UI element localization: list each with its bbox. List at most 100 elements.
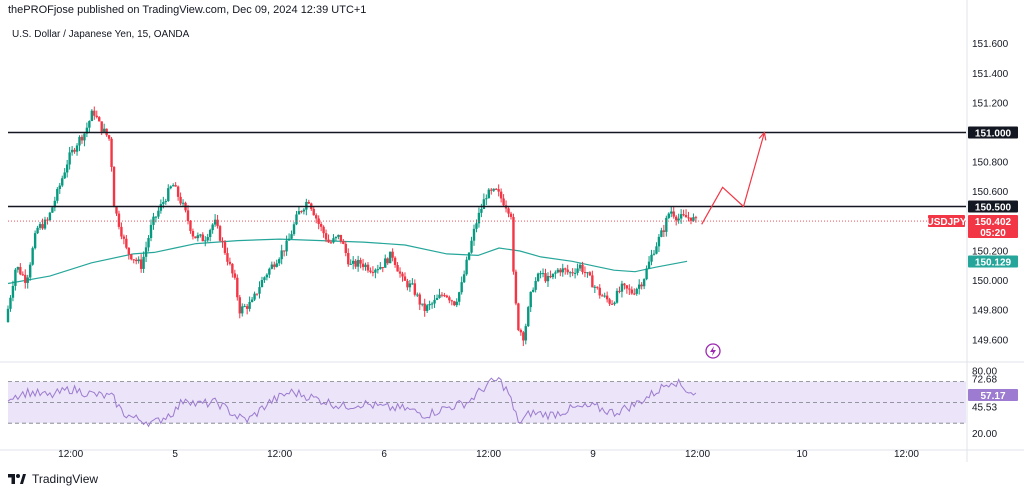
candle-body: [684, 215, 688, 218]
candle-body: [638, 284, 641, 289]
candle-body: [263, 277, 266, 281]
candle-body: [650, 254, 653, 262]
candle-body: [682, 214, 685, 216]
candle-body: [307, 201, 311, 204]
candle-body: [344, 243, 347, 254]
candle-body: [186, 210, 190, 222]
candle-body: [418, 294, 421, 305]
candle-body: [169, 186, 172, 189]
rsi-tick-label: 20.00: [972, 429, 997, 440]
candle-body: [583, 271, 587, 273]
candle-body: [430, 303, 434, 305]
candle-body: [517, 303, 520, 331]
candle-body: [401, 273, 404, 277]
candle-body: [623, 283, 626, 286]
candle-body: [130, 254, 133, 260]
candle-body: [48, 212, 52, 221]
candle-body: [635, 288, 638, 294]
candle-body: [265, 274, 269, 278]
candle-body: [384, 258, 387, 268]
candle-body: [455, 301, 458, 306]
price-axis[interactable]: 151.600 151.400 151.200 150.800 150.600 150.2…: [972, 39, 1009, 440]
candle-body: [433, 299, 436, 304]
projection-path[interactable]: [701, 131, 767, 225]
candle-body: [196, 235, 200, 239]
candle-body: [268, 268, 271, 275]
rsi-badge: [968, 388, 1018, 401]
candle-body: [660, 230, 663, 237]
time-tick-label: 12:00: [267, 449, 292, 460]
rsi-tick-label: 45.53: [972, 403, 997, 414]
candle-body: [551, 273, 555, 278]
candle-body: [596, 286, 599, 288]
candle-body: [534, 280, 537, 290]
candle-body: [216, 219, 219, 227]
price-tick-label: 151.600: [972, 39, 1009, 50]
candle-body: [349, 263, 352, 265]
candle-body: [226, 253, 229, 262]
candle-body: [21, 274, 24, 276]
candle-body: [329, 242, 333, 244]
candle-body: [174, 185, 177, 187]
candle-body: [524, 326, 527, 341]
candle-body: [369, 270, 372, 272]
price-tick-label: 151.400: [972, 69, 1009, 80]
candle-body: [364, 264, 367, 268]
candle-body: [95, 115, 98, 118]
candle-body: [36, 227, 39, 234]
time-axis[interactable]: 12:00 5 12:00 6 12:00 9 12:00 10 12:00: [58, 449, 919, 460]
candle-body: [416, 294, 419, 296]
candle-body: [61, 178, 64, 186]
candle-body: [640, 284, 643, 287]
candle-body: [300, 211, 303, 213]
candle-body: [243, 306, 246, 308]
candle-body: [559, 269, 562, 273]
candle-body: [497, 189, 500, 192]
last-price-badge-text: 150.402: [975, 217, 1012, 228]
last-price-badge: [968, 215, 1018, 239]
candle-body: [391, 251, 394, 258]
candle-body: [194, 236, 197, 239]
candle-body: [475, 223, 478, 229]
candle-body: [70, 149, 74, 153]
candle-body: [204, 240, 207, 242]
level-badge-text: 150.500: [975, 203, 1012, 214]
price-tick-label: 149.800: [972, 306, 1009, 317]
candle-body: [100, 121, 103, 132]
lightning-icon[interactable]: [705, 343, 721, 359]
candle-body: [33, 233, 37, 249]
candle-body: [509, 213, 513, 217]
candle-body: [102, 128, 106, 132]
candle-body: [536, 273, 540, 281]
candle-body: [581, 264, 584, 272]
candle-body: [275, 263, 278, 267]
candle-body: [324, 233, 328, 240]
candle-body: [598, 287, 601, 296]
candle-body: [56, 188, 59, 201]
candle-body: [423, 303, 426, 311]
candle-body: [201, 234, 204, 242]
candle-body: [191, 230, 195, 237]
candle-body: [485, 198, 488, 200]
candle-body: [655, 246, 658, 254]
candle-body: [573, 272, 577, 274]
horizontal-levels[interactable]: [8, 131, 966, 222]
candle-body: [435, 298, 439, 300]
candle-body: [245, 306, 249, 309]
price-tick-label: 150.600: [972, 187, 1009, 198]
candle-body: [258, 287, 261, 294]
price-tick-label: 150.000: [972, 276, 1009, 287]
candle-body: [642, 279, 646, 287]
projection-line[interactable]: [701, 132, 765, 225]
candle-body: [342, 240, 345, 244]
time-tick-label: 12:00: [58, 449, 83, 460]
candle-body: [63, 172, 66, 179]
candle-body: [43, 219, 47, 229]
projection-arrowhead[interactable]: [758, 131, 767, 141]
rsi-tick-label: 80.00: [972, 367, 997, 378]
candle-body: [546, 276, 550, 282]
candle-body: [11, 285, 15, 298]
candle-body: [386, 258, 389, 264]
candle-body: [630, 289, 634, 294]
